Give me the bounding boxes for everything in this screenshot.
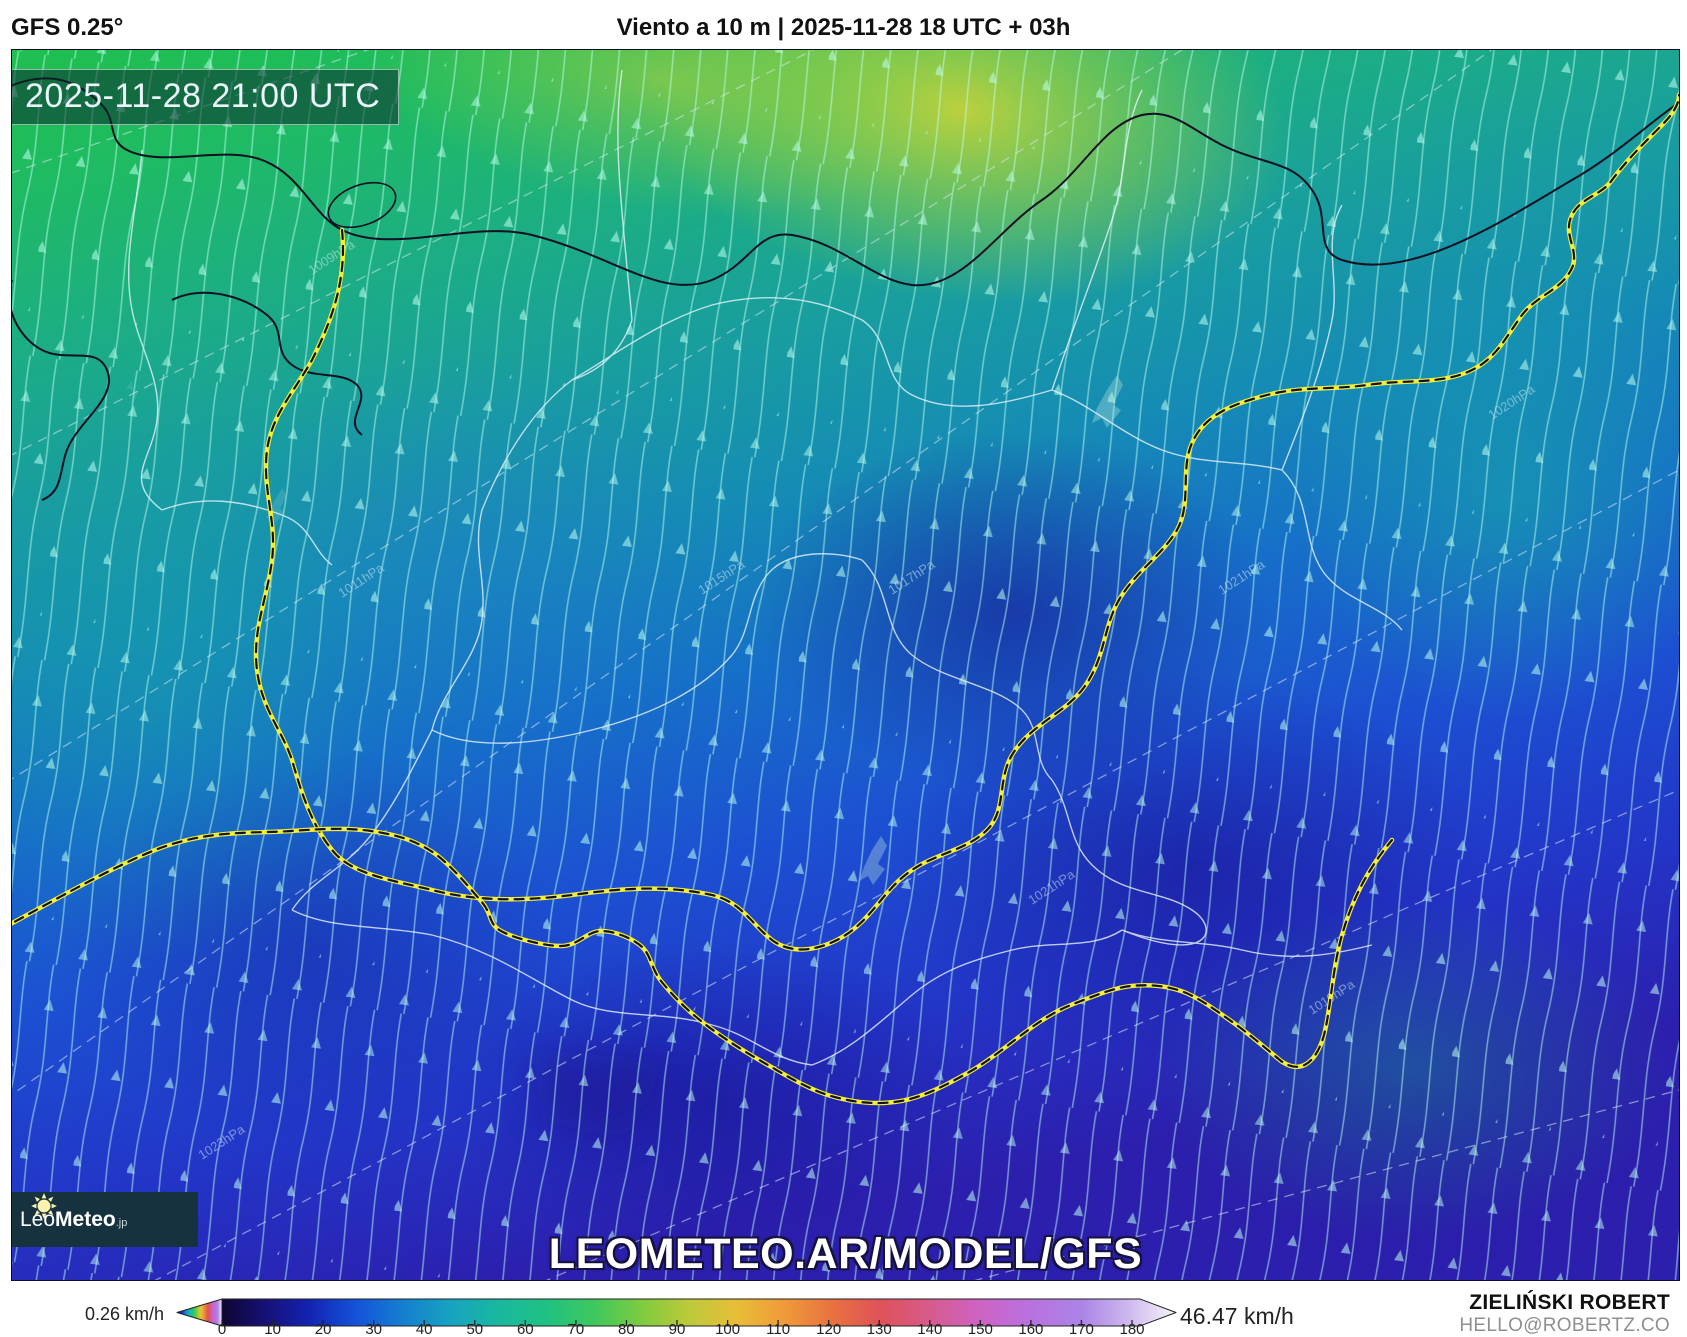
svg-text:140: 140 (917, 1321, 942, 1337)
svg-text:180: 180 (1119, 1321, 1144, 1337)
svg-text:100: 100 (715, 1321, 740, 1337)
svg-text:40: 40 (416, 1321, 433, 1337)
svg-text:120: 120 (816, 1321, 841, 1337)
svg-text:30: 30 (365, 1321, 382, 1337)
svg-text:160: 160 (1018, 1321, 1043, 1337)
svg-text:20: 20 (315, 1321, 332, 1337)
svg-text:60: 60 (517, 1321, 534, 1337)
svg-text:10: 10 (264, 1321, 281, 1337)
svg-text:150: 150 (968, 1321, 993, 1337)
svg-text:130: 130 (867, 1321, 892, 1337)
svg-text:90: 90 (669, 1321, 686, 1337)
svg-text:70: 70 (568, 1321, 585, 1337)
svg-text:50: 50 (466, 1321, 483, 1337)
svg-text:80: 80 (618, 1321, 635, 1337)
svg-text:0: 0 (218, 1321, 226, 1337)
svg-text:170: 170 (1069, 1321, 1094, 1337)
svg-text:110: 110 (766, 1321, 790, 1337)
